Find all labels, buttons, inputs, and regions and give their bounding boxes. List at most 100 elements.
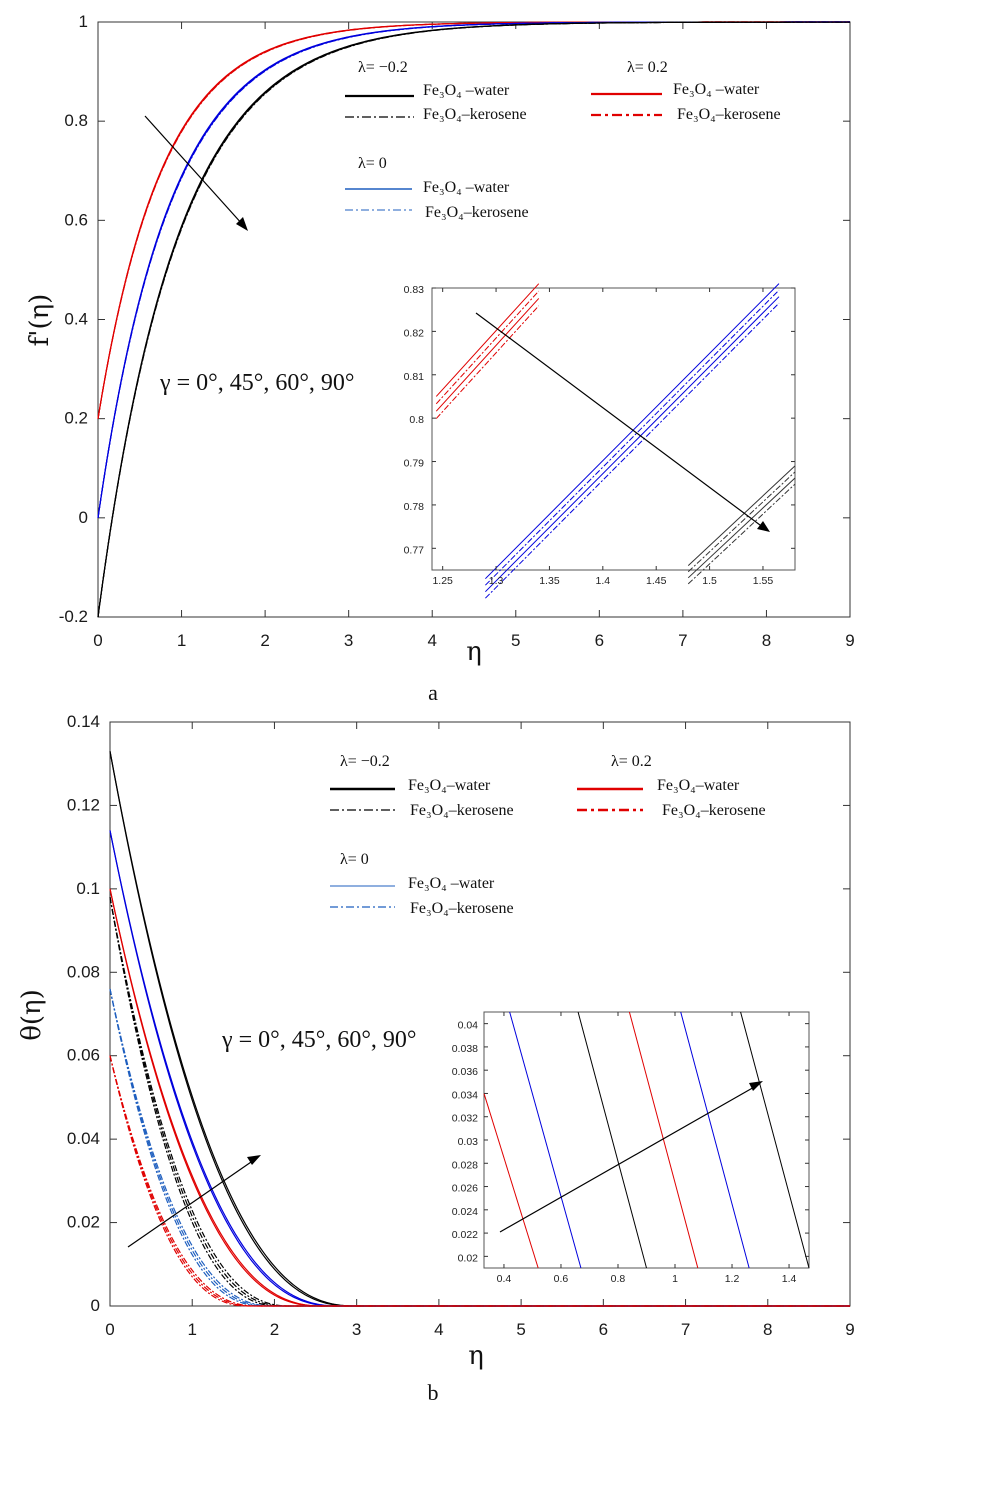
inset-velocity-curve <box>435 305 540 419</box>
legend-a-label: Fe₃O₄ –water <box>673 81 760 98</box>
y-tick-label: 0.04 <box>67 1129 100 1148</box>
panel-b-curves <box>109 751 850 1307</box>
panel-b-inset: 0.4 0.6 0.8 1 1.2 1.4 0.02 0.022 0.024 0.026 0.028… <box>452 1011 810 1285</box>
panel-a-curves <box>97 21 851 618</box>
legend-b-heading-neg: λ= −0.2 <box>340 753 390 770</box>
y-tick-label: 0.024 <box>452 1206 478 1218</box>
inset-temperature-curve <box>740 1011 810 1269</box>
panel-a-inset-arrowhead <box>757 521 770 532</box>
panel-b-caption: b <box>428 1380 439 1405</box>
panel-a-ylabel: f'(η) <box>25 294 55 347</box>
velocity-curve <box>97 21 851 618</box>
inset-temperature-curve <box>577 1011 647 1269</box>
y-tick-label: 0.77 <box>404 544 425 556</box>
legend-b-label: Fe₃O₄–kerosene <box>410 900 514 917</box>
legend-a-label: Fe₃O₄–kerosene <box>423 106 527 123</box>
panel-a-legend: λ= −0.2 Fe₃O₄ –water Fe₃O₄–kerosene λ= 0… <box>345 59 781 221</box>
temperature-curve <box>109 1055 850 1307</box>
y-tick-label: 0 <box>79 508 88 527</box>
x-tick-label: 2 <box>260 631 269 650</box>
inset-temperature-curve <box>509 1011 582 1269</box>
x-tick-label: 0.4 <box>497 1273 512 1285</box>
x-tick-label: 6 <box>599 1320 608 1339</box>
panel-a-ticks: 0 1 2 3 4 5 6 7 8 9-0.200.20.40.60.81 <box>59 12 855 650</box>
x-tick-label: 7 <box>678 631 687 650</box>
y-tick-label: 0.02 <box>458 1252 479 1264</box>
legend-b-label: Fe₃O₄–water <box>408 777 491 794</box>
x-tick-label: 8 <box>763 1320 772 1339</box>
x-tick-label: 4 <box>434 1320 443 1339</box>
y-tick-label: -0.2 <box>59 607 88 626</box>
x-tick-label: 0.8 <box>611 1273 626 1285</box>
x-tick-label: 9 <box>845 1320 854 1339</box>
inset-velocity-curve <box>435 283 540 397</box>
y-tick-label: 0.12 <box>67 795 100 814</box>
panel-b-inset-curves <box>483 1011 810 1269</box>
y-tick-label: 0.8 <box>64 111 88 130</box>
panel-b-annotation: γ = 0°, 45°, 60°, 90° <box>221 1027 417 1053</box>
panel-b-inset-box <box>483 1011 810 1269</box>
panel-a-inset-box <box>431 287 796 571</box>
y-tick-label: 0.03 <box>458 1136 479 1148</box>
x-tick-label: 0 <box>93 631 102 650</box>
x-tick-label: 4 <box>427 631 436 650</box>
y-tick-label: 0.036 <box>452 1066 478 1078</box>
x-tick-label: 8 <box>762 631 771 650</box>
y-tick-label: 1 <box>79 12 88 31</box>
x-tick-label: 0.6 <box>554 1273 569 1285</box>
x-tick-label: 1.45 <box>646 575 667 587</box>
legend-a-label: Fe₃O₄–kerosene <box>425 204 529 221</box>
x-tick-label: 1 <box>672 1273 678 1285</box>
y-tick-label: 0.026 <box>452 1183 478 1195</box>
panel-a-caption: a <box>428 680 438 705</box>
x-tick-label: 1.25 <box>432 575 453 587</box>
y-tick-label: 0.038 <box>452 1043 478 1055</box>
panel-a-inset-curves <box>435 283 796 599</box>
legend-a-label: Fe₃O₄ –water <box>423 82 510 99</box>
y-tick-label: 0.04 <box>458 1020 479 1032</box>
y-tick-label: 0.78 <box>404 501 425 513</box>
panel-a-inset: 1.25 1.3 1.35 1.4 1.45 1.5 1.55 0.77 0.78 0.79 0.8… <box>404 283 796 599</box>
inset-velocity-curve <box>435 290 540 405</box>
inset-velocity-curve <box>485 302 780 599</box>
y-tick-label: 0.032 <box>452 1113 478 1125</box>
inset-temperature-curve <box>483 1093 539 1269</box>
y-tick-label: 0.82 <box>404 327 425 339</box>
legend-b-label: Fe₃O₄–water <box>657 777 740 794</box>
legend-a-heading-zero: λ= 0 <box>358 155 387 172</box>
x-tick-label: 5 <box>511 631 520 650</box>
inset-velocity-curve <box>687 483 796 585</box>
legend-a-label: Fe₃O₄–kerosene <box>677 106 781 123</box>
x-tick-label: 7 <box>681 1320 690 1339</box>
inset-velocity-curve <box>687 477 796 579</box>
x-tick-label: 3 <box>344 631 353 650</box>
inset-velocity-curve <box>485 296 780 593</box>
inset-temperature-curve <box>628 1011 699 1269</box>
panel-b-trend-arrowhead <box>247 1155 261 1165</box>
x-tick-label: 5 <box>516 1320 525 1339</box>
panel-b-legend: λ= −0.2 Fe₃O₄–water Fe₃O₄–kerosene λ= 0.… <box>330 753 766 917</box>
inset-velocity-curve <box>485 289 780 586</box>
x-tick-label: 2 <box>270 1320 279 1339</box>
inset-temperature-curve <box>680 1011 750 1269</box>
panel-a-trend-arrowhead <box>236 217 248 231</box>
x-tick-label: 1.2 <box>725 1273 740 1285</box>
legend-a-heading-neg: λ= −0.2 <box>358 59 408 76</box>
y-tick-label: 0.08 <box>67 962 100 981</box>
panel-b-ylabel: θ(η) <box>17 989 47 1041</box>
x-tick-label: 9 <box>845 631 854 650</box>
legend-b-label: Fe₃O₄–kerosene <box>410 802 514 819</box>
inset-velocity-curve <box>435 298 540 412</box>
inset-velocity-curve <box>687 465 796 567</box>
x-tick-label: 1.35 <box>539 575 560 587</box>
y-tick-label: 0 <box>91 1296 100 1315</box>
x-tick-label: 1.55 <box>753 575 774 587</box>
panel-a: 0 1 2 3 4 5 6 7 8 9-0.200.20.40.60.81 f'(η) η a γ… <box>25 12 855 705</box>
panel-a-xlabel: η <box>466 637 482 667</box>
panel-b-inset-arrowhead <box>749 1081 763 1091</box>
y-tick-label: 0.022 <box>452 1229 478 1241</box>
panel-b-xlabel: η <box>468 1341 484 1371</box>
inset-velocity-curve <box>687 471 796 573</box>
y-tick-label: 0.83 <box>404 284 425 296</box>
y-tick-label: 0.79 <box>404 458 425 470</box>
